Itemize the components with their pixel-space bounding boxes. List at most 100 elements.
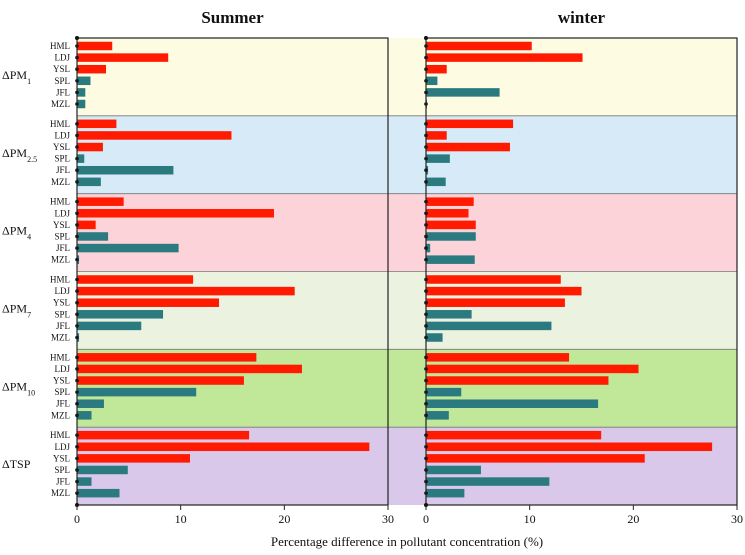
category-label-MZL: MZL bbox=[51, 410, 70, 420]
category-label-JFL: JFL bbox=[56, 165, 70, 175]
group-band-PM2_5 bbox=[77, 115, 737, 194]
bar-summer-PM10-JFL bbox=[77, 399, 104, 408]
bar-winter-TSP-LDJ bbox=[426, 442, 713, 452]
bar-winter-PM4-HML bbox=[426, 197, 474, 206]
bar-summer-PM10-MZL bbox=[77, 411, 92, 420]
category-label-SPL: SPL bbox=[54, 465, 70, 475]
category-label-SPL: SPL bbox=[54, 231, 70, 241]
group-label-PM10: ΔPM10 bbox=[2, 379, 35, 397]
category-label-JFL: JFL bbox=[56, 321, 70, 331]
bar-winter-PM2_5-LDJ bbox=[426, 131, 447, 140]
category-label-SPL: SPL bbox=[54, 387, 70, 397]
category-label-LDJ: LDJ bbox=[55, 364, 71, 374]
bar-winter-PM1-LDJ bbox=[426, 53, 583, 62]
bar-summer-TSP-YSL bbox=[77, 454, 190, 463]
group-band-PM1 bbox=[77, 38, 737, 116]
group-band-TSP bbox=[77, 427, 737, 505]
x-axis-label: Percentage difference in pollutant conce… bbox=[271, 534, 543, 549]
bar-winter-PM7-LDJ bbox=[426, 286, 582, 296]
category-label-YSL: YSL bbox=[53, 453, 70, 463]
bar-winter-PM4-YSL bbox=[426, 220, 476, 230]
group-label-PM7: ΔPM7 bbox=[2, 301, 31, 319]
bar-winter-PM2_5-YSL bbox=[426, 142, 510, 152]
category-label-LDJ: LDJ bbox=[55, 53, 71, 63]
bar-winter-PM10-SPL bbox=[426, 387, 462, 397]
bar-winter-TSP-HML bbox=[426, 430, 602, 440]
bar-winter-TSP-SPL bbox=[426, 465, 481, 475]
bar-summer-PM1-JFL bbox=[77, 88, 86, 97]
bar-summer-PM7-SPL bbox=[77, 310, 164, 319]
bar-summer-PM7-LDJ bbox=[77, 286, 295, 296]
x-tick-label: 10 bbox=[524, 512, 536, 526]
bar-winter-PM7-HML bbox=[426, 275, 561, 284]
bar-summer-TSP-MZL bbox=[77, 488, 120, 498]
category-label-SPL: SPL bbox=[54, 76, 70, 86]
bar-winter-PM1-SPL bbox=[426, 76, 438, 86]
bar-winter-PM4-JFL bbox=[426, 243, 431, 253]
category-label-JFL: JFL bbox=[56, 477, 70, 487]
bar-summer-PM2_5-JFL bbox=[77, 165, 174, 175]
x-tick-label: 20 bbox=[627, 512, 639, 526]
group-band-PM7 bbox=[77, 271, 737, 350]
bar-summer-TSP-LDJ bbox=[77, 442, 370, 452]
panel-title-winter: winter bbox=[558, 8, 606, 27]
category-label-MZL: MZL bbox=[51, 99, 70, 109]
bar-winter-PM7-SPL bbox=[426, 310, 472, 319]
bar-winter-PM4-LDJ bbox=[426, 209, 469, 218]
bar-winter-TSP-YSL bbox=[426, 454, 645, 463]
category-label-HML: HML bbox=[50, 275, 70, 285]
bar-winter-PM4-SPL bbox=[426, 232, 476, 241]
bar-summer-TSP-JFL bbox=[77, 477, 92, 486]
category-label-LDJ: LDJ bbox=[55, 442, 71, 452]
bar-winter-PM7-MZL bbox=[426, 333, 443, 342]
bar-summer-PM1-MZL bbox=[77, 99, 86, 109]
category-label-JFL: JFL bbox=[56, 243, 70, 253]
panel-frame-summer bbox=[76, 37, 389, 506]
category-label-HML: HML bbox=[50, 197, 70, 207]
bar-summer-PM7-JFL bbox=[77, 321, 142, 331]
axis-end-marker bbox=[75, 36, 79, 40]
group-label-PM1: ΔPM1 bbox=[2, 68, 31, 86]
category-label-YSL: YSL bbox=[53, 376, 70, 386]
group-label-PM2_5: ΔPM2.5 bbox=[2, 146, 37, 164]
category-label-HML: HML bbox=[50, 430, 70, 440]
category-label-SPL: SPL bbox=[54, 309, 70, 319]
bar-summer-PM2_5-LDJ bbox=[77, 131, 232, 140]
category-label-HML: HML bbox=[50, 41, 70, 51]
x-tick-label: 30 bbox=[731, 512, 743, 526]
group-label-subscript: 7 bbox=[27, 310, 31, 319]
x-tick-label: 0 bbox=[423, 512, 429, 526]
x-tick-label: 20 bbox=[278, 512, 290, 526]
group-band-PM4 bbox=[77, 193, 737, 272]
bar-summer-TSP-HML bbox=[77, 430, 250, 440]
category-label-LDJ: LDJ bbox=[55, 130, 71, 140]
bar-winter-PM10-LDJ bbox=[426, 364, 639, 374]
bar-winter-PM4-MZL bbox=[426, 255, 475, 264]
category-label-JFL: JFL bbox=[56, 87, 70, 97]
bar-winter-TSP-MZL bbox=[426, 488, 465, 498]
category-label-MZL: MZL bbox=[51, 177, 70, 187]
bar-summer-PM2_5-HML bbox=[77, 119, 117, 129]
bar-summer-PM10-LDJ bbox=[77, 364, 302, 374]
category-label-MZL: MZL bbox=[51, 488, 70, 498]
bar-summer-PM1-LDJ bbox=[77, 53, 169, 62]
category-label-SPL: SPL bbox=[54, 154, 70, 164]
group-label-PM4: ΔPM4 bbox=[2, 224, 31, 242]
category-label-LDJ: LDJ bbox=[55, 286, 71, 296]
x-tick-label: 0 bbox=[74, 512, 80, 526]
bar-winter-PM1-JFL bbox=[426, 88, 500, 97]
bar-summer-PM2_5-MZL bbox=[77, 177, 101, 187]
bar-summer-PM4-LDJ bbox=[77, 209, 274, 218]
bar-summer-PM4-HML bbox=[77, 197, 124, 206]
bar-winter-PM10-JFL bbox=[426, 399, 599, 408]
group-label-TSP: ΔTSP bbox=[2, 457, 31, 471]
bar-winter-PM1-HML bbox=[426, 41, 532, 51]
bar-winter-PM10-YSL bbox=[426, 376, 609, 385]
x-tick-label: 10 bbox=[175, 512, 187, 526]
bar-summer-PM4-SPL bbox=[77, 232, 109, 241]
bar-winter-PM7-JFL bbox=[426, 321, 552, 331]
category-label-HML: HML bbox=[50, 352, 70, 362]
category-label-LDJ: LDJ bbox=[55, 208, 71, 218]
bar-summer-PM10-HML bbox=[77, 353, 257, 362]
